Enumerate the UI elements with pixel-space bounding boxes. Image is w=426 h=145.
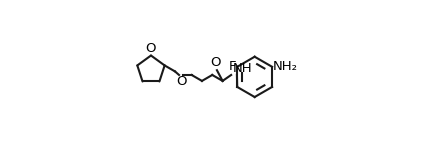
Text: O: O <box>176 76 186 88</box>
Text: NH₂: NH₂ <box>273 60 297 73</box>
Text: O: O <box>210 57 221 69</box>
Text: F: F <box>228 60 236 73</box>
Text: O: O <box>145 42 156 55</box>
Text: NH: NH <box>232 62 252 75</box>
